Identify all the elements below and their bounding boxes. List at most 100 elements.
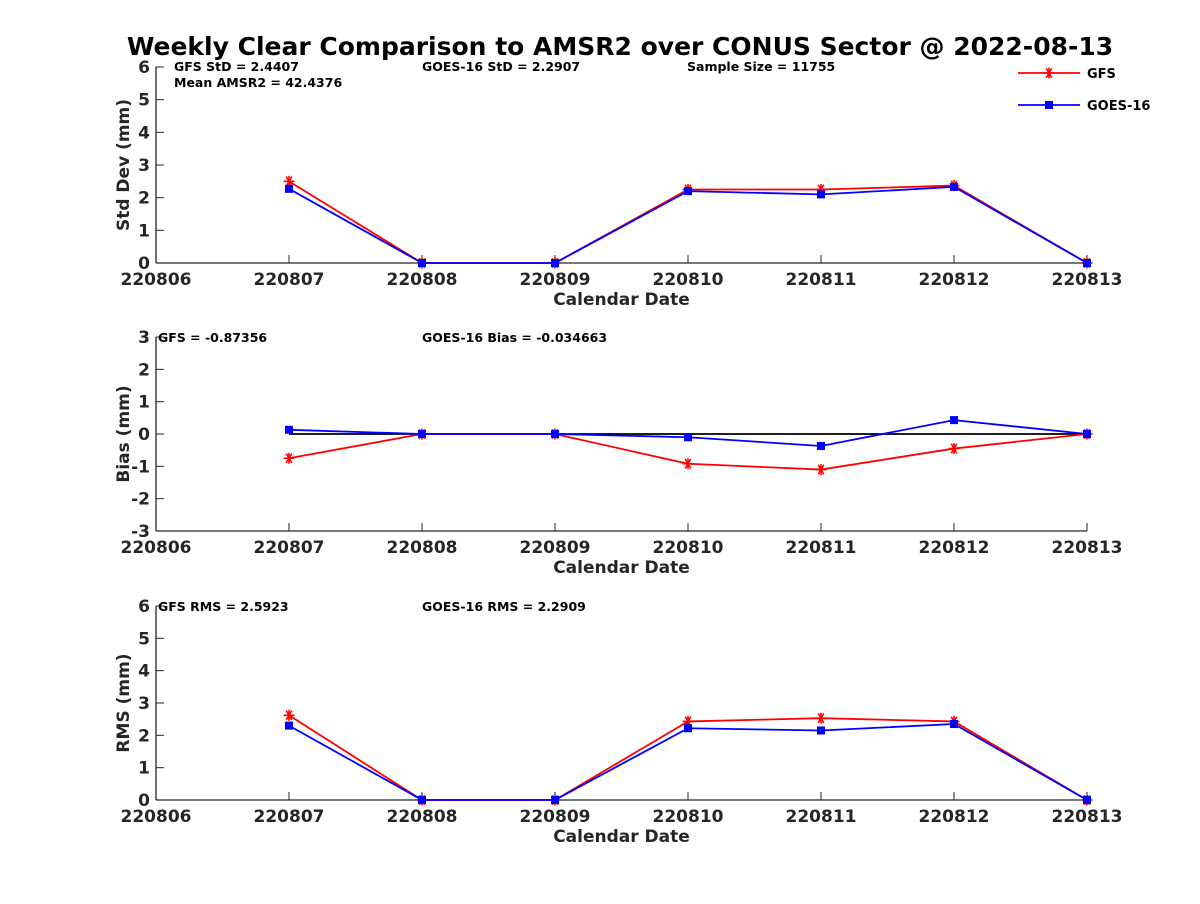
y-tick-label: 3 [138, 156, 150, 176]
y-tick-label: 6 [138, 58, 150, 78]
y-tick-label: 3 [138, 694, 150, 714]
y-tick-label: 1 [138, 759, 150, 779]
x-tick-label: 220807 [254, 538, 325, 558]
x-axis-label: Calendar Date [553, 827, 690, 847]
x-tick-label: 220813 [1052, 807, 1123, 827]
x-tick-label: 220811 [786, 270, 857, 290]
data-point [684, 724, 692, 733]
data-point [1083, 430, 1091, 438]
x-tick-label: 220809 [520, 538, 591, 558]
data-point [684, 433, 692, 442]
x-axis-label: Calendar Date [553, 558, 690, 578]
data-point [285, 184, 293, 193]
data-point [1083, 259, 1091, 267]
data-point [551, 259, 559, 267]
series-line [288, 723, 1088, 801]
legend: GFS GOES-16 [1018, 67, 1150, 114]
y-tick-label: 2 [138, 360, 150, 380]
data-point [815, 464, 827, 476]
data-point [815, 712, 827, 724]
stat-annotation: GOES-16 Bias = -0.034663 [422, 330, 607, 345]
y-tick-label: 1 [138, 393, 150, 413]
x-tick-label: 220808 [387, 270, 458, 290]
data-point [1083, 796, 1091, 804]
series-line [288, 185, 1088, 264]
x-tick-label: 220809 [520, 270, 591, 290]
data-point [418, 430, 426, 438]
x-tick-label: 220813 [1052, 270, 1123, 290]
x-tick-label: 220809 [520, 807, 591, 827]
x-tick-label: 220812 [919, 807, 990, 827]
y-axis-label: Std Dev (mm) [114, 99, 134, 231]
stat-annotation: Sample Size = 11755 [687, 59, 835, 74]
x-tick-label: 220806 [121, 807, 192, 827]
data-point [950, 182, 958, 191]
subplot-1: 0 1 2 3 4 5 6 220806 220807 220808 220809 220810 220… [114, 58, 1122, 310]
x-tick-label: 220812 [919, 270, 990, 290]
x-tick-label: 220810 [653, 807, 724, 827]
y-tick-label: -1 [131, 457, 150, 477]
x-tick-label: 220810 [653, 270, 724, 290]
x-tick-label: 220808 [387, 538, 458, 558]
legend-label: GOES-16 [1087, 99, 1150, 114]
stat-annotation: GOES-16 StD = 2.2907 [422, 59, 580, 74]
chart-title: Weekly Clear Comparison to AMSR2 over CO… [127, 32, 1113, 61]
y-tick-label: 0 [138, 254, 150, 274]
x-tick-label: 220806 [121, 270, 192, 290]
x-tick-label: 220807 [254, 270, 325, 290]
data-point [283, 452, 295, 464]
y-axis-label: Bias (mm) [114, 385, 134, 482]
stat-annotation: GFS = -0.87356 [158, 330, 267, 345]
legend-item-gfs: GFS [1018, 67, 1116, 82]
subplots: 0 1 2 3 4 5 6 220806 220807 220808 220809 220810 220… [114, 58, 1122, 847]
y-tick-label: 1 [138, 221, 150, 241]
y-axis-label: RMS (mm) [114, 653, 134, 752]
data-point [684, 187, 692, 196]
stat-annotation: GOES-16 RMS = 2.2909 [422, 599, 586, 614]
x-tick-label: 220806 [121, 538, 192, 558]
x-tick-label: 220813 [1052, 538, 1123, 558]
y-tick-label: 0 [138, 791, 150, 811]
data-point [285, 721, 293, 730]
y-tick-label: 3 [138, 328, 150, 348]
data-point [285, 425, 293, 434]
y-tick-label: 4 [138, 123, 150, 143]
x-tick-label: 220811 [786, 807, 857, 827]
data-point [682, 458, 694, 470]
data-point [551, 430, 559, 438]
x-tick-label: 220808 [387, 807, 458, 827]
legend-marker [1045, 101, 1053, 109]
data-point [551, 796, 559, 804]
data-point [283, 709, 295, 721]
data-point [950, 720, 958, 729]
y-tick-label: 6 [138, 597, 150, 617]
x-tick-label: 220810 [653, 538, 724, 558]
series-line [288, 419, 1088, 447]
legend-label: GFS [1087, 67, 1116, 82]
series-goes-16 [285, 416, 1091, 450]
x-tick-label: 220807 [254, 807, 325, 827]
x-tick-label: 220811 [786, 538, 857, 558]
data-point [817, 190, 825, 199]
stat-annotation: GFS StD = 2.4407 [174, 59, 299, 74]
x-axis-label: Calendar Date [553, 290, 690, 310]
y-tick-label: 5 [138, 91, 150, 111]
data-point [418, 259, 426, 267]
y-tick-label: 4 [138, 662, 150, 682]
y-tick-label: 0 [138, 425, 150, 445]
series-goes-16 [285, 720, 1091, 804]
data-point [950, 416, 958, 425]
y-tick-label: 2 [138, 189, 150, 209]
x-tick-label: 220812 [919, 538, 990, 558]
data-point [817, 441, 825, 450]
legend-item-goes-16: GOES-16 [1018, 99, 1150, 114]
data-point [418, 796, 426, 804]
stat-annotation: Mean AMSR2 = 42.4376 [174, 75, 342, 90]
data-point [948, 443, 960, 455]
subplot-3: 0 1 2 3 4 5 6 220806 220807 220808 220809 220810 220… [114, 597, 1122, 847]
y-tick-label: 5 [138, 629, 150, 649]
subplot-2: -3 -2 -1 0 1 2 3 220806 220807 220808 220809 220810… [114, 328, 1122, 578]
legend-marker [1043, 67, 1055, 79]
